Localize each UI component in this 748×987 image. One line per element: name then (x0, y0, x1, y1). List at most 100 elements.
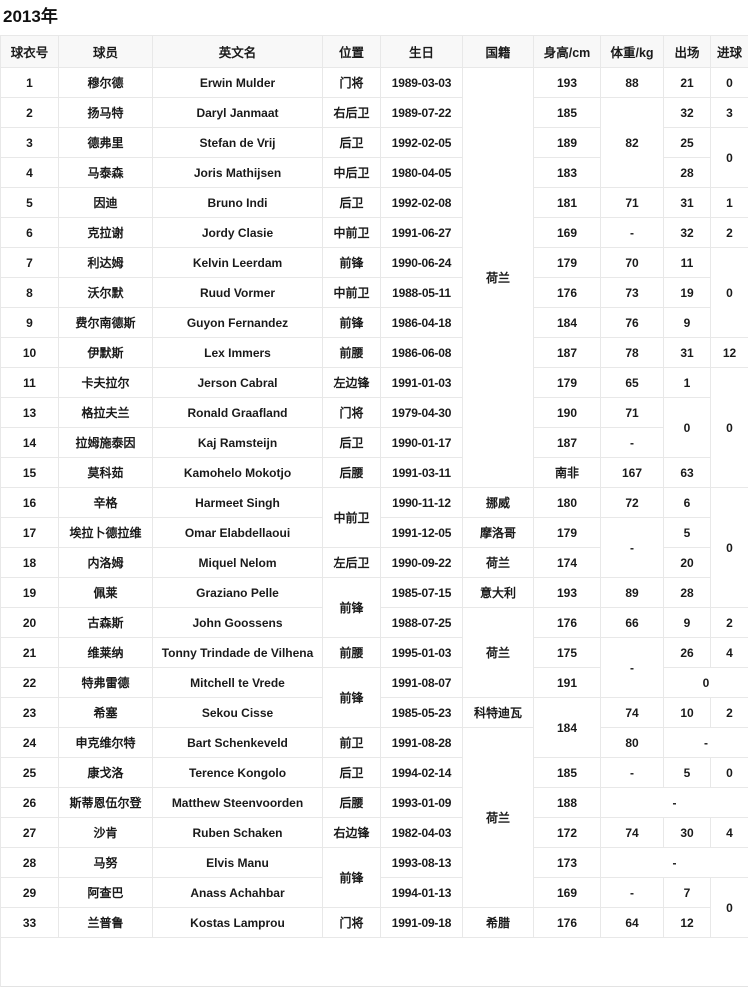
cell-nationality: 荷兰 (463, 548, 534, 578)
cell-birthday: 1992-02-05 (381, 128, 463, 158)
cell-number: 15 (1, 458, 59, 488)
cell-height: 193 (534, 68, 601, 98)
cell-height: 169 (534, 218, 601, 248)
cell-number: 19 (1, 578, 59, 608)
col-header-apps: 出场 (664, 36, 711, 68)
cell-birthday: 1993-01-09 (381, 788, 463, 818)
cell-number: 18 (1, 548, 59, 578)
cell-goals: 0 (711, 248, 748, 338)
col-header-weight: 体重/kg (601, 36, 664, 68)
cell-apps: 5 (664, 758, 711, 788)
cell-nationality: 科特迪瓦 (463, 698, 534, 728)
cell-player: 内洛姆 (59, 548, 153, 578)
cell-number: 21 (1, 638, 59, 668)
col-header-goals: 进球 (711, 36, 748, 68)
cell-weight: 80 (601, 728, 664, 758)
cell-english: Kelvin Leerdam (153, 248, 323, 278)
cell-height: 185 (534, 98, 601, 128)
cell-nationality: 摩洛哥 (463, 518, 534, 548)
cell-position: 前锋 (323, 248, 381, 278)
cell-position: 左边锋 (323, 368, 381, 398)
cell-apps: 32 (664, 218, 711, 248)
cell-number: 8 (1, 278, 59, 308)
cell-birthday: 1995-01-03 (381, 638, 463, 668)
cell-height: 187 (534, 428, 601, 458)
cell-nationality: 荷兰 (463, 68, 534, 488)
cell-player: 拉姆施泰因 (59, 428, 153, 458)
cell-number: 17 (1, 518, 59, 548)
col-header-birthday: 生日 (381, 36, 463, 68)
cell-apps: 9 (664, 308, 711, 338)
cell-english: Daryl Janmaat (153, 98, 323, 128)
cell-number: 6 (1, 218, 59, 248)
cell-goals: 4 (711, 818, 748, 848)
cell-weight: - (601, 758, 664, 788)
cell-nationality: 南非 (534, 458, 601, 488)
col-header-english: 英文名 (153, 36, 323, 68)
cell-english: Jordy Clasie (153, 218, 323, 248)
cell-player: 利达姆 (59, 248, 153, 278)
cell-apps: 12 (664, 908, 711, 938)
cell-english: Harmeet Singh (153, 488, 323, 518)
cell-player: 特弗雷德 (59, 668, 153, 698)
cell-english: Matthew Steenvoorden (153, 788, 323, 818)
cell-position: 前锋 (323, 848, 381, 908)
cell-english: Erwin Mulder (153, 68, 323, 98)
cell-goals: 0 (711, 68, 748, 98)
cell-birthday: 1993-08-13 (381, 848, 463, 878)
cell-goals: 0 (711, 758, 748, 788)
cell-player: 莫科茹 (59, 458, 153, 488)
cell-english: Kostas Lamprou (153, 908, 323, 938)
cell-player: 卡夫拉尔 (59, 368, 153, 398)
cell-height: 185 (534, 758, 601, 788)
cell-player: 马泰森 (59, 158, 153, 188)
cell-weight: - (601, 428, 664, 458)
cell-english: Omar Elabdellaoui (153, 518, 323, 548)
cell-player: 康戈洛 (59, 758, 153, 788)
cell-apps: 0 (664, 398, 711, 458)
cell-apps: 20 (664, 548, 711, 578)
cell-player: 希塞 (59, 698, 153, 728)
cell-height: 176 (534, 608, 601, 638)
cell-height: 176 (534, 278, 601, 308)
cell-english: Lex Immers (153, 338, 323, 368)
cell-weight: 65 (601, 368, 664, 398)
cell-apps: 6 (664, 488, 711, 518)
cell-position: 中前卫 (323, 218, 381, 248)
cell-height: 183 (534, 158, 601, 188)
cell-position: 门将 (323, 398, 381, 428)
cell-height: 193 (534, 578, 601, 608)
cell-weight: 70 (601, 248, 664, 278)
cell-number: 4 (1, 158, 59, 188)
cell-apps: - (664, 728, 748, 758)
cell-position: 前锋 (323, 308, 381, 338)
cell-player: 维莱纳 (59, 638, 153, 668)
cell-goals: 0 (711, 128, 748, 188)
table-filler-cell (1, 938, 748, 987)
cell-height: 175 (534, 638, 601, 668)
cell-position: 前腰 (323, 338, 381, 368)
cell-english: Terence Kongolo (153, 758, 323, 788)
cell-english: Stefan de Vrij (153, 128, 323, 158)
cell-height: 179 (534, 248, 601, 278)
cell-weight: 63 (664, 458, 711, 488)
cell-position: 中前卫 (323, 278, 381, 308)
cell-apps: 26 (664, 638, 711, 668)
cell-birthday: 1990-09-22 (381, 548, 463, 578)
cell-nationality: 意大利 (463, 578, 534, 608)
cell-goals: 2 (711, 608, 748, 638)
cell-player: 格拉夫兰 (59, 398, 153, 428)
cell-player: 穆尔德 (59, 68, 153, 98)
cell-position: 后卫 (323, 758, 381, 788)
cell-number: 26 (1, 788, 59, 818)
cell-weight: - (601, 848, 748, 878)
